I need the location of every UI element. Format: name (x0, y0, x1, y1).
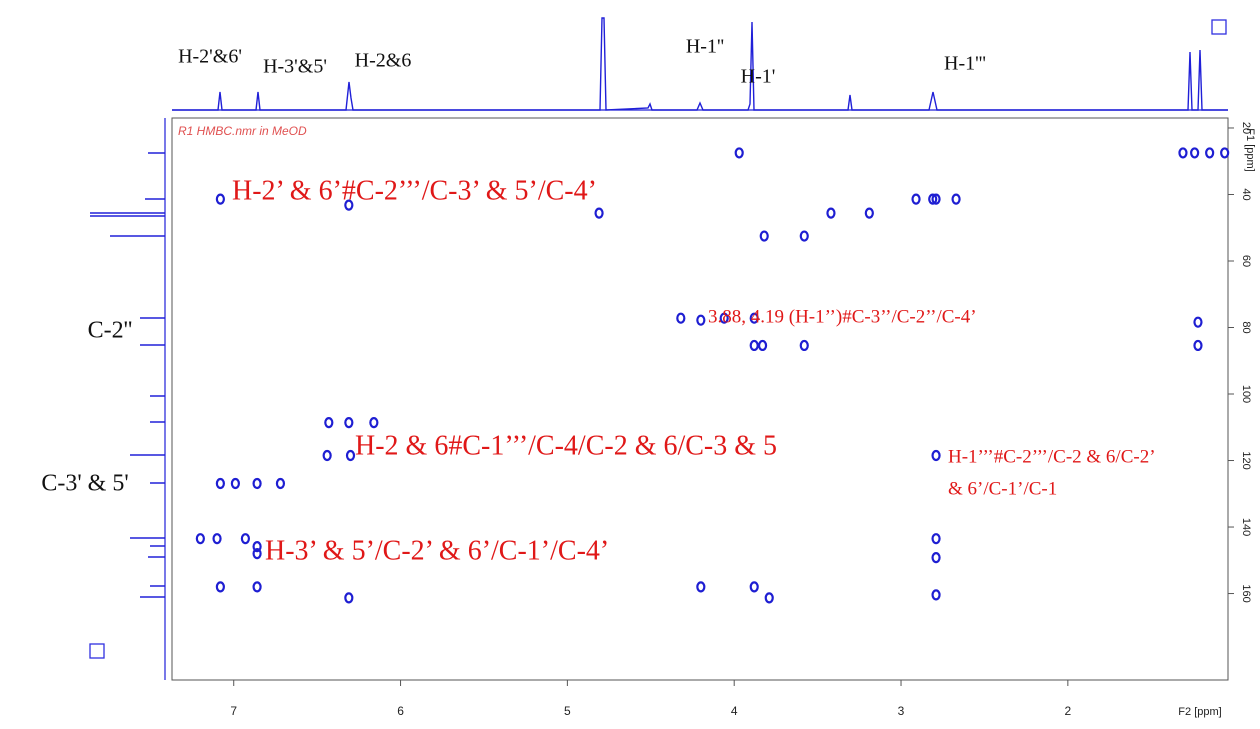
annotation: H-3’ & 5’/C-2’ & 6’/C-1’/C-4’ (265, 535, 609, 566)
cross-peak (799, 339, 809, 352)
cross-peak (757, 339, 768, 352)
cross-peak (215, 581, 225, 593)
cross-peak (345, 449, 356, 462)
cross-peak (240, 533, 251, 545)
y-tick-label: 20 (1240, 122, 1252, 134)
chart-title: R1 HMBC.nmr in MeOD (178, 124, 307, 138)
peak-label: H-1''' (944, 53, 986, 75)
cross-peak (230, 477, 240, 490)
cross-peak (252, 581, 262, 593)
cross-peak (215, 477, 225, 490)
cross-peak (696, 314, 706, 326)
x-tick-label: 3 (898, 704, 905, 718)
y-tick-label: 80 (1240, 321, 1252, 333)
y-tick-label: 60 (1240, 255, 1252, 267)
x-tick-label: 7 (230, 704, 237, 718)
cross-peak (799, 230, 809, 242)
corner-box (1211, 19, 1227, 35)
x-tick-label: 4 (731, 704, 738, 718)
cross-peak (931, 533, 941, 545)
annotation: & 6’/C-1’/C-1 (948, 478, 1057, 499)
x-tick-label: 2 (1065, 704, 1072, 718)
cross-peak (931, 589, 941, 601)
cross-peak (212, 533, 222, 545)
cross-peak (324, 417, 334, 429)
cross-peak (826, 207, 836, 219)
y-tick-label: 160 (1240, 584, 1252, 602)
cross-peak (195, 533, 205, 545)
cross-peak (911, 193, 921, 205)
cross-peak (931, 449, 941, 462)
y-tick-label: 100 (1240, 385, 1252, 403)
cross-peak (594, 207, 604, 219)
corner-box (89, 643, 105, 659)
cross-peak (749, 581, 759, 593)
peak-label: H-2&6 (355, 50, 412, 72)
cross-peak (1178, 147, 1188, 159)
cross-peak (344, 199, 354, 211)
annotation: 3.88, 4.19 (H-1’’)#C-3’’/C-2’’/C-4’ (708, 306, 977, 327)
y-tick-label: 120 (1240, 451, 1252, 469)
cross-peak (764, 592, 774, 604)
cross-peak (951, 193, 961, 205)
f1-projection (90, 152, 165, 598)
cross-peak (931, 552, 941, 564)
cross-peak (369, 417, 379, 429)
cross-peak (252, 541, 262, 553)
y-axis-title: F1 [ppm] (1244, 128, 1256, 171)
peak-label: H-1' (741, 66, 776, 88)
cross-peak (1193, 339, 1203, 352)
cross-peak (759, 230, 769, 242)
x-tick-label: 5 (564, 704, 571, 718)
cross-peak (1205, 147, 1215, 159)
cross-peak (749, 339, 759, 352)
cross-peak (1190, 147, 1200, 159)
annotation: H-2’ & 6’#C-2’’’/C-3’ & 5’/C-4’ (232, 175, 597, 206)
cross-peak (734, 147, 744, 159)
carbon-label: C-3' & 5' (41, 471, 128, 497)
peak-label: H-3'&5' (263, 56, 327, 78)
cross-peak (275, 477, 286, 490)
cross-peak (1193, 316, 1203, 328)
plot-frame (171, 117, 1229, 681)
annotation: H-1’’’#C-2’’’/C-2 & 6/C-2’ (948, 446, 1156, 467)
cross-peak (252, 477, 262, 490)
y-tick-label: 40 (1240, 188, 1252, 200)
cross-peak (928, 193, 938, 205)
cross-peak (1220, 147, 1230, 159)
cross-peak (215, 193, 225, 205)
carbon-label: C-2'' (88, 318, 133, 344)
annotation: H-2 & 6#C-1’’’/C-4/C-2 & 6/C-3 & 5 (355, 430, 777, 461)
y-tick-label: 140 (1240, 518, 1252, 536)
cross-peak (931, 193, 941, 205)
peak-label: H-1'' (686, 36, 724, 58)
cross-peak (749, 312, 759, 324)
cross-peak (252, 548, 262, 560)
cross-peak (322, 449, 332, 462)
x-tick-label: 6 (397, 704, 404, 718)
cross-peak (864, 207, 874, 219)
peak-label: H-2'&6' (178, 46, 242, 68)
cross-peak (696, 581, 706, 593)
cross-peak (344, 592, 354, 604)
cross-peak (676, 312, 686, 324)
cross-peak (719, 312, 729, 324)
f2-projection (172, 17, 1228, 111)
cross-peak (344, 417, 354, 429)
x-axis-title: F2 [ppm] (1178, 706, 1221, 718)
